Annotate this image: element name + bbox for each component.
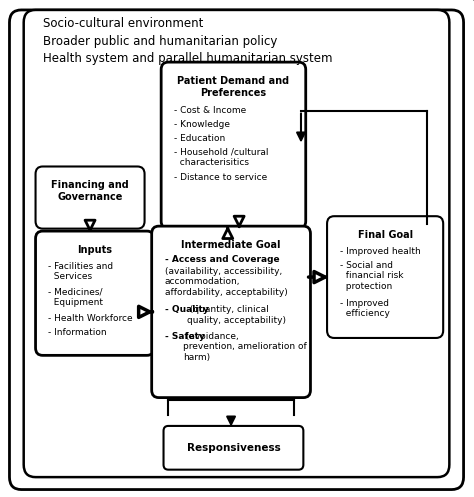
Text: (availability, accessibility,
accommodation,
affordability, acceptability): (availability, accessibility, accommodat… bbox=[165, 267, 288, 297]
Text: - Household /cultural
  characterisitics: - Household /cultural characterisitics bbox=[174, 148, 268, 167]
Text: Inputs: Inputs bbox=[77, 245, 112, 255]
Text: - Quality: - Quality bbox=[165, 305, 209, 314]
Text: Responsiveness: Responsiveness bbox=[187, 443, 280, 453]
FancyBboxPatch shape bbox=[24, 10, 449, 477]
Text: - Cost & Income: - Cost & Income bbox=[174, 106, 246, 115]
Text: Patient Demand and
Preferences: Patient Demand and Preferences bbox=[177, 76, 290, 97]
FancyBboxPatch shape bbox=[152, 226, 310, 398]
Text: Intermediate Goal: Intermediate Goal bbox=[182, 240, 281, 250]
Text: (avoidance,
prevention, amelioration of
harm): (avoidance, prevention, amelioration of … bbox=[183, 332, 307, 362]
Text: - Access and Coverage: - Access and Coverage bbox=[165, 255, 280, 264]
FancyBboxPatch shape bbox=[327, 216, 443, 338]
Text: - Improved
  efficiency: - Improved efficiency bbox=[340, 299, 390, 318]
Text: - Safety: - Safety bbox=[165, 332, 205, 341]
FancyBboxPatch shape bbox=[36, 166, 145, 229]
Text: - Education: - Education bbox=[174, 134, 225, 143]
Text: - Information: - Information bbox=[48, 328, 107, 336]
FancyBboxPatch shape bbox=[161, 62, 306, 229]
Text: - Health Workforce: - Health Workforce bbox=[48, 314, 133, 323]
Text: Final Goal: Final Goal bbox=[357, 230, 413, 240]
Text: - Improved health: - Improved health bbox=[340, 247, 420, 256]
Text: - Social and
  financial risk
  protection: - Social and financial risk protection bbox=[340, 261, 403, 291]
Text: Health system and parallel humanitarian system: Health system and parallel humanitarian … bbox=[43, 52, 332, 65]
Text: Broader public and humanitarian policy: Broader public and humanitarian policy bbox=[43, 35, 277, 48]
FancyBboxPatch shape bbox=[164, 426, 303, 470]
FancyBboxPatch shape bbox=[36, 231, 154, 355]
Text: - Knowledge: - Knowledge bbox=[174, 120, 230, 129]
FancyBboxPatch shape bbox=[9, 10, 464, 490]
Text: - Distance to service: - Distance to service bbox=[174, 173, 267, 182]
Text: - Facilities and
  Services: - Facilities and Services bbox=[48, 262, 113, 281]
Text: Socio-cultural environment: Socio-cultural environment bbox=[43, 17, 203, 30]
Text: - Medicines/
  Equipment: - Medicines/ Equipment bbox=[48, 288, 103, 307]
Text: (quantity, clinical
quality, acceptability): (quantity, clinical quality, acceptabili… bbox=[187, 305, 286, 325]
Text: Financing and
Governance: Financing and Governance bbox=[51, 180, 129, 202]
